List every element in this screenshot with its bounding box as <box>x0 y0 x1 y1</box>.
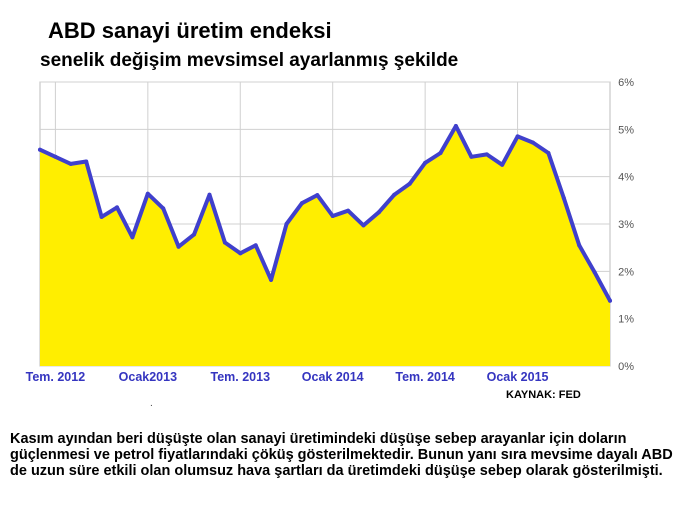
data-point <box>423 160 428 165</box>
x-tick-label: Ocak 2014 <box>302 370 364 384</box>
data-point <box>284 222 289 226</box>
data-point <box>299 201 304 206</box>
caption-text: Kasım ayından beri düşüşte olan sanayi ü… <box>10 431 673 479</box>
data-point <box>608 298 612 303</box>
data-point <box>438 151 443 155</box>
x-tick-label: Tem. 2012 <box>26 370 86 384</box>
y-tick-label: 4% <box>618 172 634 184</box>
chart-title: ABD sanayi üretim endeksi <box>48 18 332 43</box>
data-point <box>453 124 458 128</box>
data-point <box>407 181 412 186</box>
data-points <box>38 124 612 303</box>
data-point <box>346 208 351 213</box>
x-axis: Tem. 2012 Ocak2013 Tem. 2013 Ocak 2014 Tem. … <box>26 370 549 384</box>
data-point <box>315 193 320 198</box>
data-point <box>38 147 42 152</box>
data-point <box>130 235 135 240</box>
data-point <box>469 154 474 159</box>
series-area <box>40 126 610 366</box>
data-point <box>592 270 597 275</box>
data-point <box>330 214 335 218</box>
stray-dot: . <box>150 398 153 409</box>
y-tick-label: 5% <box>618 124 634 136</box>
data-point <box>500 162 505 167</box>
data-point <box>376 210 381 215</box>
y-axis: 0% 1% 2% 3% 4% 5% 6% <box>618 77 634 373</box>
data-point <box>161 206 166 211</box>
data-point <box>99 214 104 219</box>
data-point <box>577 243 582 248</box>
y-tick-label: 1% <box>618 314 634 326</box>
series-line <box>38 124 612 303</box>
y-tick-label: 2% <box>618 266 634 278</box>
data-point <box>546 151 551 155</box>
data-point <box>392 192 397 197</box>
data-point <box>561 196 566 200</box>
x-tick-label: Tem. 2014 <box>395 370 455 384</box>
x-tick-label: Tem. 2013 <box>211 370 271 384</box>
data-point <box>253 243 258 248</box>
x-tick-label: Ocak2013 <box>119 370 177 384</box>
data-point <box>238 251 243 256</box>
data-point <box>68 161 73 166</box>
chart-subtitle: senelik değişim mevsimsel ayarlanmış şek… <box>40 50 459 71</box>
y-tick-label: 3% <box>618 219 634 231</box>
data-point <box>515 134 520 139</box>
data-point <box>192 232 197 237</box>
data-point <box>84 159 89 164</box>
data-point <box>115 205 119 210</box>
data-point <box>361 223 366 228</box>
data-point <box>484 152 489 157</box>
y-tick-label: 6% <box>618 77 634 89</box>
data-point <box>222 240 227 245</box>
data-point <box>531 140 535 145</box>
data-point <box>53 154 58 159</box>
data-point <box>269 277 274 282</box>
data-point <box>176 244 181 249</box>
data-point <box>145 191 150 196</box>
data-point <box>207 192 212 197</box>
y-tick-label: 0% <box>618 361 634 373</box>
source-note: KAYNAK: FED <box>506 389 581 401</box>
x-tick-label: Ocak 2015 <box>487 370 549 384</box>
chart-plot: 0%1%2%3%4%5%6% Tem. 2012 Ocak2013 Tem. 201… <box>26 77 635 384</box>
